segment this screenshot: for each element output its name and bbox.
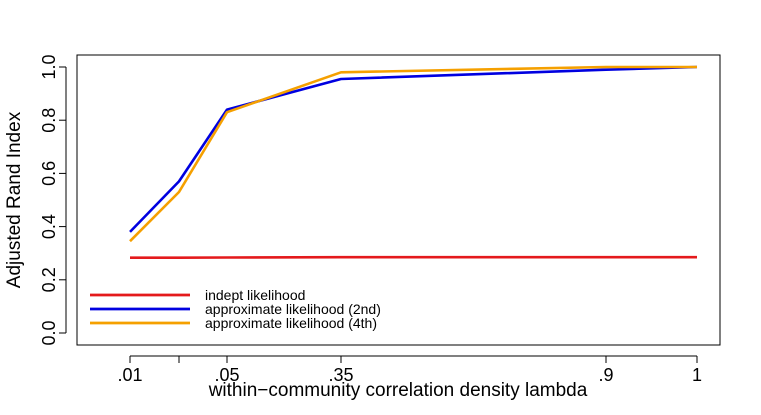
x-tick-label: .05 bbox=[214, 365, 239, 385]
x-axis-title: within−community correlation density lam… bbox=[208, 380, 588, 401]
y-tick-label: 0.0 bbox=[39, 320, 59, 345]
y-axis-title: Adjusted Rand Index bbox=[4, 111, 25, 288]
legend-label: indept likelihood bbox=[205, 287, 305, 303]
x-tick-label: .9 bbox=[598, 365, 613, 385]
x-tick-label: .35 bbox=[328, 365, 353, 385]
plot-frame bbox=[76, 54, 721, 346]
x-tick-label: .01 bbox=[117, 365, 142, 385]
x-axis: .01 .05 .35 .9 1 bbox=[117, 355, 702, 385]
legend-label: approximate likelihood (2nd) bbox=[205, 301, 381, 317]
y-tick-label: 0.8 bbox=[39, 108, 59, 133]
series-lines bbox=[129, 65, 698, 260]
y-tick-label: 1.0 bbox=[39, 54, 59, 79]
y-tick-label: 0.4 bbox=[39, 214, 59, 239]
series-line-2 bbox=[129, 65, 698, 233]
y-tick-label: 0.6 bbox=[39, 161, 59, 186]
x-tick-label: 1 bbox=[692, 365, 702, 385]
legend-label: approximate likelihood (4th) bbox=[205, 315, 377, 331]
series-line-1 bbox=[130, 255, 697, 260]
series-line-3 bbox=[129, 65, 697, 243]
y-tick-label: 0.2 bbox=[39, 267, 59, 292]
y-axis: 0.0 0.2 0.4 0.6 0.8 1.0 bbox=[39, 54, 67, 346]
